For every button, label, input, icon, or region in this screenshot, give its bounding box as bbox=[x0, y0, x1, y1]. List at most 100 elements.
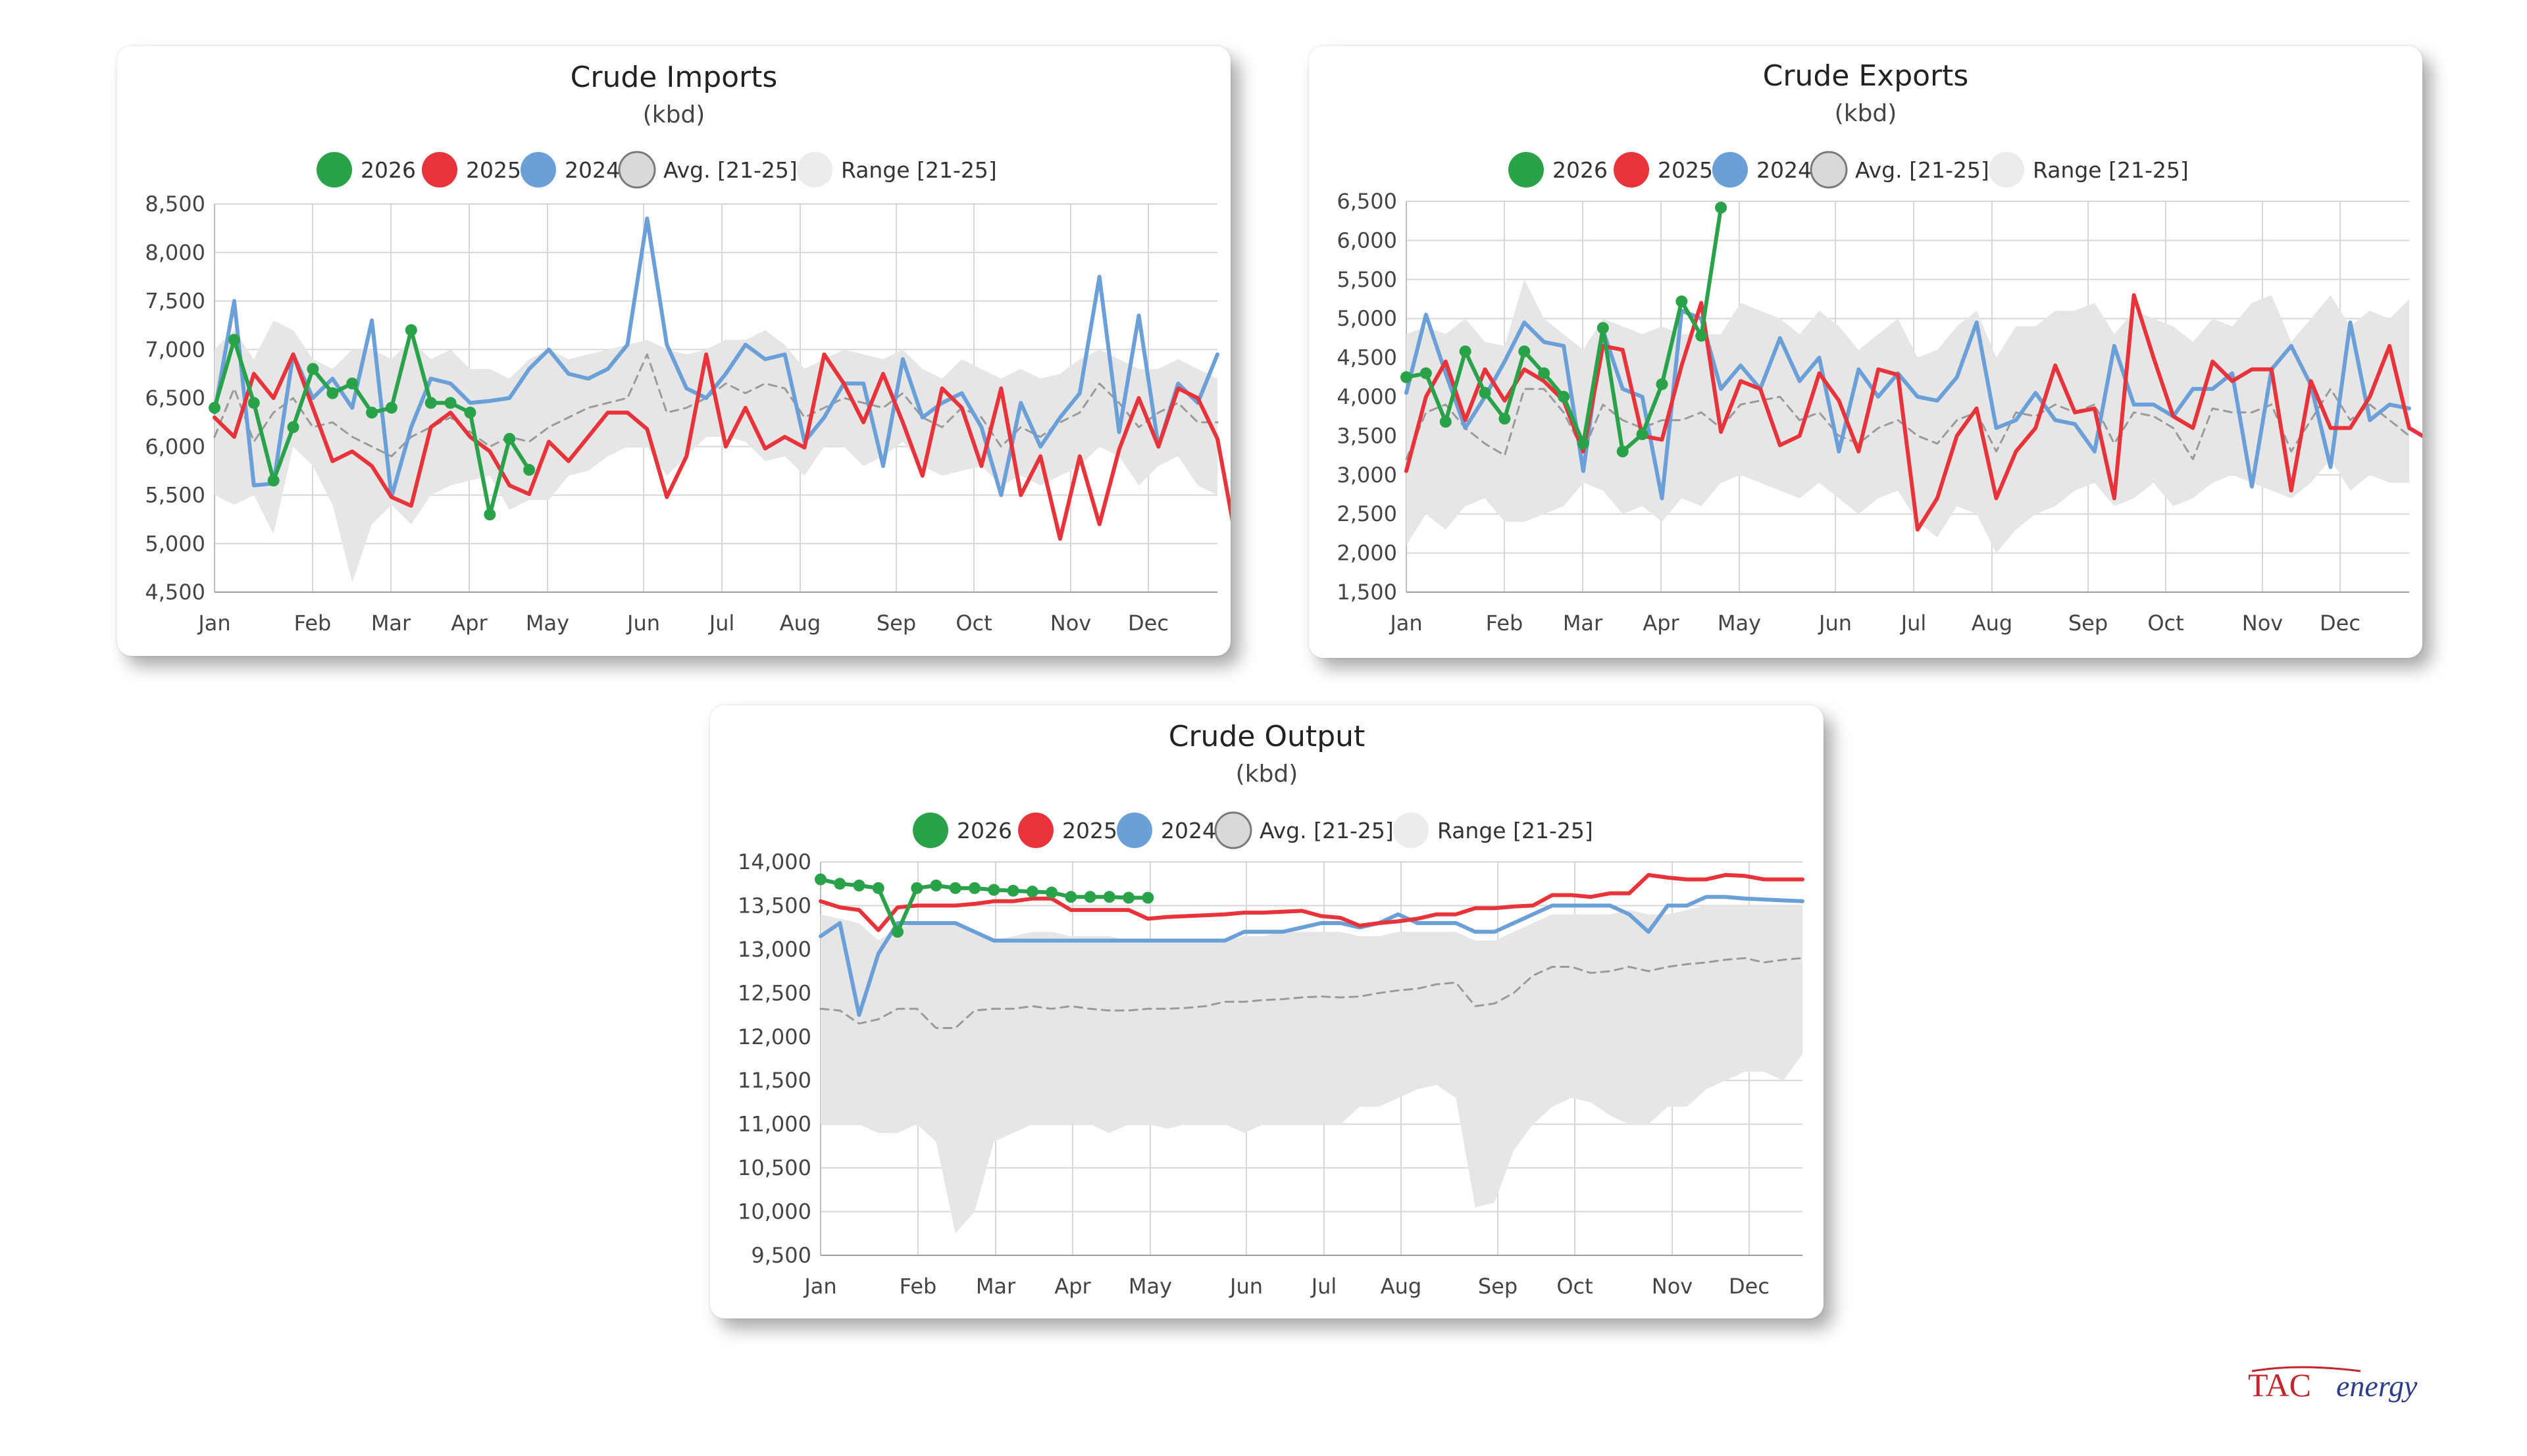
chart2-point-2026-2 bbox=[1419, 367, 1432, 380]
chart3-y-tick-4: 12,500 bbox=[738, 980, 811, 1005]
chart3-y-tick-8: 10,500 bbox=[738, 1155, 811, 1180]
chart2-y-tick-8: 3,000 bbox=[1337, 463, 1397, 488]
chart3-x-tick-2: Feb bbox=[900, 1274, 937, 1299]
chart3-point-2026-8 bbox=[949, 882, 961, 894]
chart2-series-2025 bbox=[1404, 293, 2422, 532]
chart3-y-tick-3: 13,000 bbox=[738, 937, 811, 962]
chart2-legend-label-1: 2026 bbox=[1552, 157, 1608, 183]
chart2-y-tick-1: 6,500 bbox=[1337, 189, 1397, 214]
chart1-point-2026-14 bbox=[464, 407, 476, 419]
chart2-x-tick-8: Aug bbox=[1972, 611, 2012, 636]
chart3-point-2026-7 bbox=[930, 879, 942, 891]
chart1-x-tick-12: Dec bbox=[1128, 611, 1169, 636]
chart1-x-tick-3: Mar bbox=[371, 611, 411, 636]
chart1-x-tick-6: Jun bbox=[626, 611, 660, 636]
chart3-point-2026-15 bbox=[1084, 891, 1096, 903]
chart3-point-2026-1 bbox=[815, 873, 827, 886]
chart2-point-2026-13 bbox=[1636, 428, 1648, 441]
logo-brand-b: energy bbox=[2336, 1369, 2418, 1403]
chart3-point-2026-2 bbox=[834, 878, 846, 890]
chart2-point-2026-7 bbox=[1518, 345, 1531, 358]
chart1-point-2026-7 bbox=[326, 387, 339, 399]
chart3-x-tick-6: Jun bbox=[1229, 1274, 1263, 1299]
chart1-point-2026-12 bbox=[424, 397, 437, 409]
chart2-y-tick-2: 6,000 bbox=[1337, 228, 1397, 253]
chart2-point-2026-8 bbox=[1538, 367, 1550, 380]
chart3-legend-label-1: 2026 bbox=[957, 818, 1012, 843]
chart1-point-2026-5 bbox=[287, 421, 299, 434]
chart1-point-2026-4 bbox=[267, 474, 280, 487]
chart2-point-2026-4 bbox=[1459, 345, 1471, 358]
chart3-x-tick-7: Jul bbox=[1310, 1274, 1337, 1299]
chart3-point-2026-6 bbox=[911, 882, 923, 894]
chart3-x-tick-11: Nov bbox=[1652, 1274, 1693, 1299]
chart2-legend-marker-4 bbox=[1810, 151, 1848, 189]
chart2-x-tick-2: Feb bbox=[1486, 611, 1523, 636]
chart3-point-2026-11 bbox=[1007, 884, 1019, 897]
chart1-y-tick-1: 8,500 bbox=[145, 191, 205, 216]
chart2-x-tick-12: Dec bbox=[2320, 611, 2361, 636]
chart3-subtitle: (kbd) bbox=[1236, 761, 1298, 788]
logo-swoosh bbox=[2251, 1366, 2361, 1372]
chart2-legend-marker-2 bbox=[1614, 152, 1649, 188]
chart3-y-tick-5: 12,000 bbox=[738, 1024, 811, 1049]
chart2-y-tick-7: 3,500 bbox=[1337, 423, 1397, 448]
chart2-x-tick-6: Jun bbox=[1818, 611, 1852, 636]
chart2-legend-label-2: 2025 bbox=[1658, 157, 1713, 183]
chart2-legend-label-4: Avg. [21-25] bbox=[1855, 157, 1989, 183]
chart2-subtitle: (kbd) bbox=[1835, 100, 1897, 127]
chart1-x-tick-1: Jan bbox=[197, 611, 230, 636]
chart2-x-tick-5: May bbox=[1718, 611, 1761, 636]
chart3-point-2026-9 bbox=[969, 882, 981, 894]
chart3-series-avg bbox=[819, 957, 1804, 1029]
chart1-point-2026-17 bbox=[523, 464, 536, 476]
chart2-point-2026-15 bbox=[1675, 295, 1688, 308]
crude-exports-panel: Crude Exports (kbd) 2026 2025 2024 Avg. [21-2… bbox=[1309, 46, 2422, 658]
chart2-title: Crude Exports bbox=[1763, 59, 1969, 93]
chart1-legend-label-3: 2024 bbox=[565, 157, 620, 183]
chart2-point-2026-12 bbox=[1616, 445, 1629, 458]
chart1-legend-marker-4 bbox=[618, 151, 656, 189]
chart3-y-tick-7: 11,000 bbox=[738, 1112, 811, 1137]
chart2-range-band bbox=[1406, 279, 2409, 553]
chart2-point-2026-3 bbox=[1439, 416, 1452, 428]
chart3-x-tick-5: May bbox=[1129, 1274, 1172, 1299]
chart1-x-tick-5: May bbox=[526, 611, 569, 636]
chart3-x-tick-1: Jan bbox=[803, 1274, 836, 1299]
chart2-x-tick-10: Oct bbox=[2147, 611, 2183, 636]
chart3-legend-marker-1 bbox=[913, 813, 948, 848]
chart3-x-tick-9: Sep bbox=[1478, 1274, 1518, 1299]
chart1-point-2026-1 bbox=[209, 401, 220, 414]
chart2-x-tick-4: Apr bbox=[1643, 611, 1679, 636]
chart2-y-tick-10: 2,000 bbox=[1337, 541, 1397, 566]
chart1-series-2025 bbox=[213, 352, 1231, 541]
chart3-legend-marker-2 bbox=[1018, 813, 1054, 848]
chart1-y-tick-7: 5,500 bbox=[145, 483, 205, 508]
chart2-legend-label-3: 2024 bbox=[1756, 157, 1812, 183]
chart2-y-tick-9: 2,500 bbox=[1337, 501, 1397, 526]
chart2-legend-marker-3 bbox=[1712, 152, 1748, 188]
chart2-point-2026-9 bbox=[1558, 391, 1570, 403]
chart3-series-2025 bbox=[819, 872, 1804, 932]
chart2-series-avg bbox=[1405, 388, 2411, 461]
chart1-x-tick-8: Aug bbox=[780, 611, 821, 636]
chart2-y-tick-11: 1,500 bbox=[1337, 580, 1397, 605]
chart2-y-tick-5: 4,500 bbox=[1337, 345, 1397, 370]
chart1-legend-marker-2 bbox=[422, 152, 457, 188]
chart3-point-2026-4 bbox=[872, 882, 884, 894]
chart1-point-2026-13 bbox=[444, 397, 457, 409]
chart2-y-tick-6: 4,000 bbox=[1337, 384, 1397, 409]
chart2-point-2026-6 bbox=[1498, 413, 1511, 425]
chart2-series-2024 bbox=[1404, 309, 2411, 501]
chart3-legend-label-3: 2024 bbox=[1161, 818, 1216, 843]
chart1-x-tick-4: Apr bbox=[451, 611, 488, 636]
chart3-x-tick-12: Dec bbox=[1729, 1274, 1770, 1299]
chart1-legend-marker-5 bbox=[797, 152, 832, 188]
chart1-point-2026-16 bbox=[503, 432, 516, 445]
chart2-point-2026-1 bbox=[1400, 371, 1412, 384]
chart2-point-2026-14 bbox=[1656, 378, 1668, 390]
chart1-x-tick-7: Jul bbox=[708, 611, 735, 636]
chart1-range-band bbox=[215, 320, 1217, 583]
chart2-legend-label-5: Range [21-25] bbox=[2033, 157, 2189, 183]
chart1-x-tick-11: Nov bbox=[1050, 611, 1091, 636]
